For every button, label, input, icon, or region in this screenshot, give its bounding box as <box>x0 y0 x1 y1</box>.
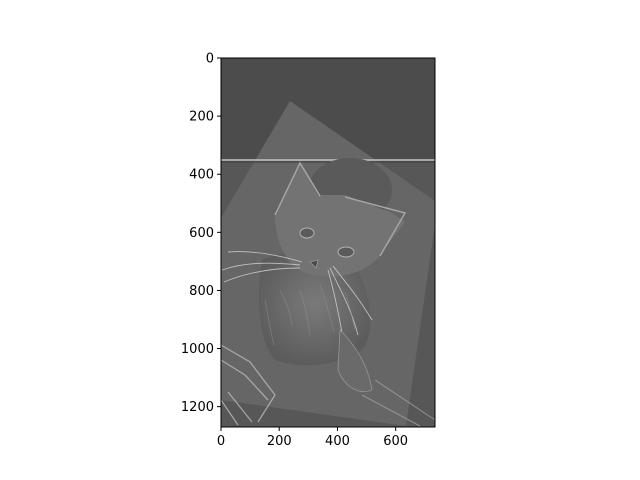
x-tick-label: 400 <box>325 434 350 449</box>
axes-frame <box>220 57 436 428</box>
x-axis: 0 200 400 600 <box>217 427 408 449</box>
x-tick-label: 0 <box>217 434 225 449</box>
bottom-left-structure <box>221 344 276 426</box>
x-tick-label: 200 <box>267 434 292 449</box>
y-tick-label: 1200 <box>181 400 214 415</box>
bottom-right-structure <box>361 379 435 427</box>
cat-figure <box>221 158 407 392</box>
y-tick-label: 800 <box>189 284 214 299</box>
y-tick-label: 1000 <box>181 342 214 357</box>
image-area <box>221 58 435 427</box>
y-tick-label: 200 <box>189 110 214 125</box>
y-tick-label: 0 <box>206 52 214 67</box>
y-axis: 0 200 400 600 800 1000 1200 <box>181 52 221 415</box>
x-tick-label: 600 <box>383 434 408 449</box>
y-tick-label: 400 <box>189 168 214 183</box>
y-tick-label: 600 <box>189 226 214 241</box>
